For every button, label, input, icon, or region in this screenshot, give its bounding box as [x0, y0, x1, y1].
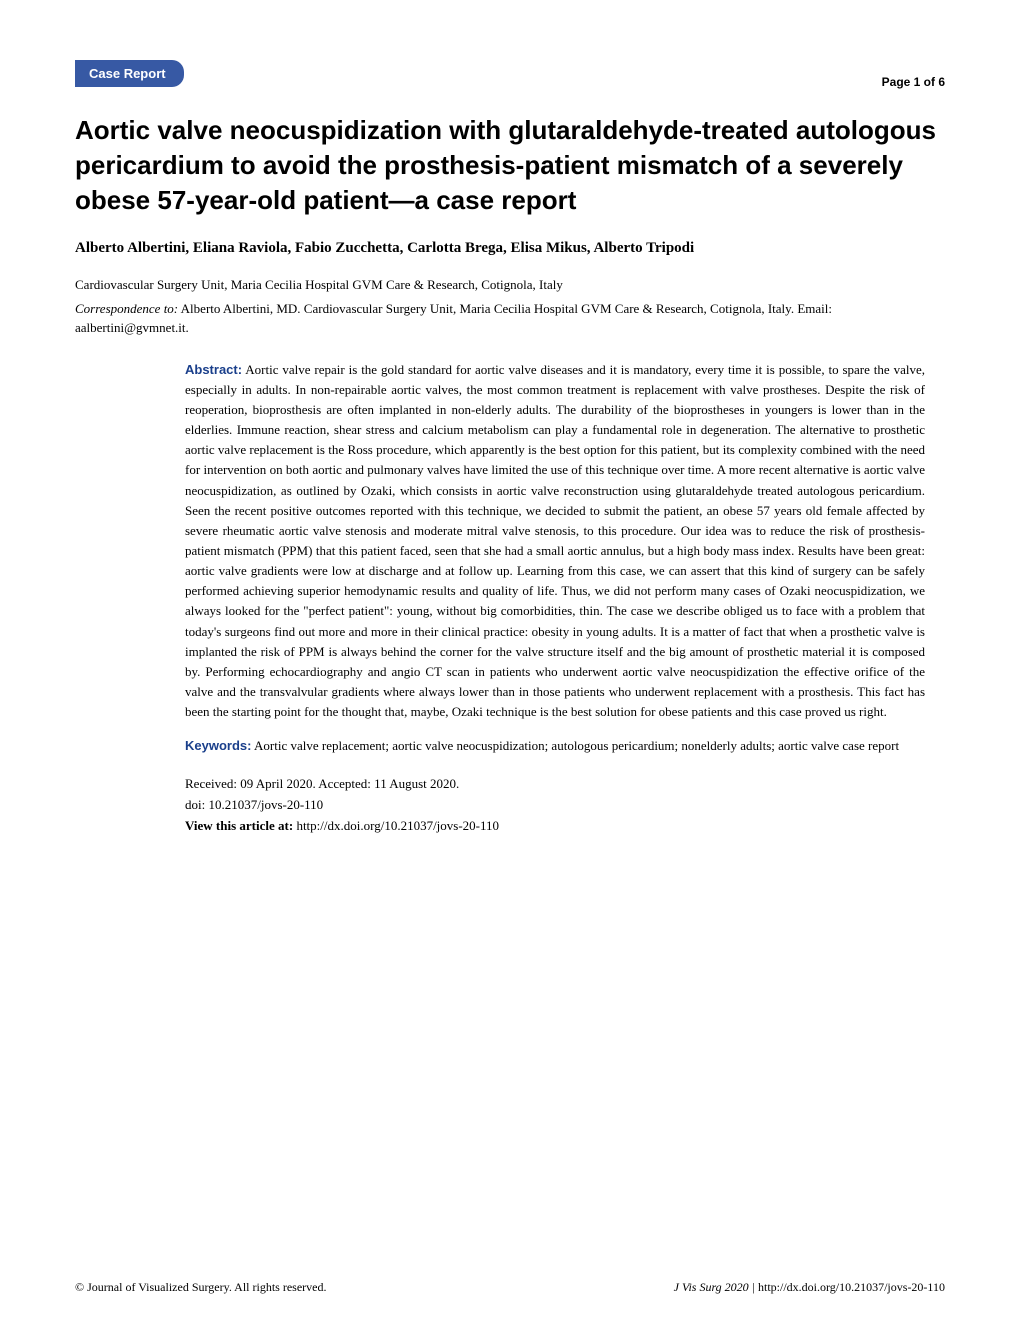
- doi-text: doi: 10.21037/jovs-20-110: [185, 795, 925, 816]
- correspondence-text: Alberto Albertini, MD. Cardiovascular Su…: [75, 301, 832, 336]
- footer-copyright: © Journal of Visualized Surgery. All rig…: [75, 1280, 326, 1295]
- abstract-container: Abstract: Aortic valve repair is the gol…: [185, 360, 925, 837]
- page-number: Page 1 of 6: [882, 75, 945, 89]
- page-footer: © Journal of Visualized Surgery. All rig…: [75, 1280, 945, 1295]
- footer-journal: J Vis Surg: [674, 1280, 722, 1294]
- correspondence-label: Correspondence to:: [75, 301, 178, 316]
- view-article-url: http://dx.doi.org/10.21037/jovs-20-110: [293, 818, 499, 833]
- received-accepted: Received: 09 April 2020. Accepted: 11 Au…: [185, 774, 925, 795]
- meta-block: Received: 09 April 2020. Accepted: 11 Au…: [185, 774, 925, 836]
- footer-year: 2020 |: [722, 1280, 758, 1294]
- case-report-badge: Case Report: [75, 60, 184, 87]
- authors-list: Alberto Albertini, Eliana Raviola, Fabio…: [75, 240, 945, 257]
- view-article-line: View this article at: http://dx.doi.org/…: [185, 816, 925, 837]
- footer-citation: J Vis Surg 2020 | http://dx.doi.org/10.2…: [674, 1280, 945, 1295]
- article-title: Aortic valve neocuspidization with gluta…: [75, 113, 945, 218]
- correspondence-block: Correspondence to: Alberto Albertini, MD…: [75, 299, 945, 338]
- footer-url: http://dx.doi.org/10.21037/jovs-20-110: [758, 1280, 945, 1294]
- abstract-label: Abstract:: [185, 362, 242, 377]
- affiliation-text: Cardiovascular Surgery Unit, Maria Cecil…: [75, 275, 945, 295]
- abstract-block: Abstract: Aortic valve repair is the gol…: [185, 360, 925, 723]
- keywords-text: Aortic valve replacement; aortic valve n…: [251, 738, 899, 753]
- abstract-text: Aortic valve repair is the gold standard…: [185, 362, 925, 719]
- keywords-label: Keywords:: [185, 738, 251, 753]
- keywords-block: Keywords: Aortic valve replacement; aort…: [185, 736, 925, 756]
- view-article-label: View this article at:: [185, 818, 293, 833]
